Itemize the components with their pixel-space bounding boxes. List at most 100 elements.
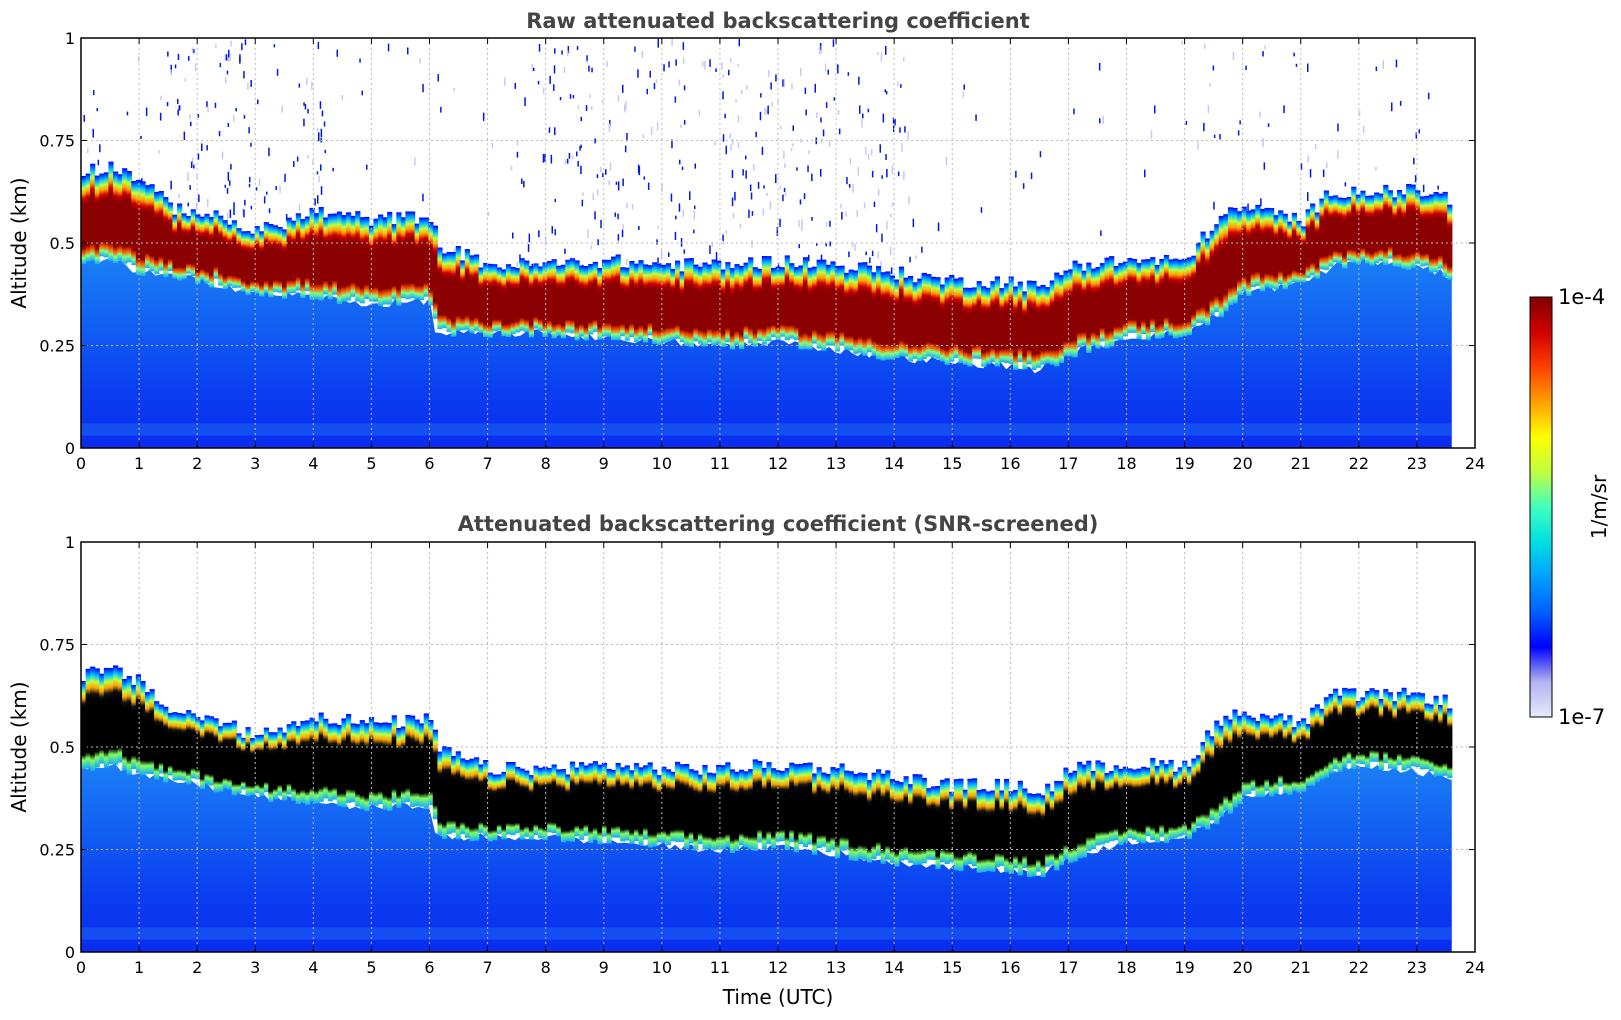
noise-speck [1418, 129, 1420, 134]
noise-speck [811, 217, 813, 221]
cloud-column [1419, 196, 1425, 267]
noise-speck [531, 263, 533, 268]
cloud-column [1305, 209, 1311, 278]
cloud-column [958, 778, 964, 871]
x-tick-label: 11 [710, 454, 730, 473]
cloud-column [1387, 692, 1393, 769]
noise-speck [827, 69, 829, 75]
cloud-column [304, 216, 311, 291]
cloud-column [903, 776, 909, 860]
cloud-column [483, 262, 489, 338]
cloud-column [889, 779, 895, 864]
cloud-column [601, 762, 608, 837]
cloud-column [1068, 269, 1074, 357]
noise-speck [617, 95, 620, 102]
noise-speck [624, 145, 627, 153]
cloud-column [1383, 184, 1389, 265]
cloud-column [432, 729, 438, 820]
cloud-column [1447, 708, 1453, 778]
cloud-column [346, 212, 352, 301]
noise-speck [657, 257, 659, 263]
noise-speck [783, 150, 785, 159]
noise-speck [746, 85, 748, 90]
noise-speck [1283, 105, 1285, 114]
cloud-column [350, 215, 356, 297]
cloud-column [1004, 778, 1010, 873]
noise-speck [837, 64, 839, 74]
noise-speck [848, 251, 850, 258]
noise-speck [711, 242, 714, 247]
x-tick-label: 6 [424, 958, 434, 977]
noise-speck [1015, 170, 1017, 178]
x-tick-label: 6 [424, 454, 434, 473]
cloud-column [410, 715, 416, 807]
cloud-column [505, 264, 512, 337]
cloud-column [309, 717, 315, 802]
cloud-column [1269, 718, 1275, 797]
noise-speck [566, 50, 569, 57]
cloud-column [1392, 197, 1398, 267]
cloud-column [1122, 766, 1128, 843]
noise-speck [233, 209, 235, 215]
noise-speck [177, 109, 179, 116]
noise-speck [622, 84, 624, 93]
noise-speck [782, 79, 784, 87]
noise-speck [1309, 169, 1312, 178]
noise-speck [714, 141, 716, 146]
cloud-column [1077, 263, 1083, 348]
cloud-column [1195, 242, 1202, 323]
noise-speck [729, 58, 732, 63]
noise-speck [258, 178, 261, 187]
noise-speck [533, 67, 535, 72]
cloud-column [227, 224, 233, 286]
cloud-column [1282, 213, 1288, 290]
cloud-column [830, 261, 836, 346]
noise-speck [891, 165, 894, 174]
cloud-column [1383, 689, 1389, 763]
noise-speck [1209, 83, 1211, 87]
panel-raw-grid [81, 38, 1475, 448]
cloud-column [707, 772, 713, 849]
cloud-column [1241, 711, 1247, 795]
cloud-column [1424, 703, 1430, 770]
cloud-column [154, 701, 160, 780]
y-tick-label: 0 [65, 943, 75, 962]
noise-speck [332, 167, 334, 172]
noise-speck [643, 176, 645, 180]
cloud-column [1008, 791, 1014, 874]
cloud-column [140, 181, 146, 276]
noise-speck [453, 87, 455, 92]
cloud-column [1022, 788, 1028, 869]
cloud-column [1433, 192, 1439, 273]
cloud-column [793, 764, 799, 853]
x-tick-label: 13 [826, 958, 846, 977]
cloud-column [1168, 759, 1174, 840]
cloud-column [355, 724, 361, 807]
cloud-column [962, 789, 969, 866]
noise-speck [160, 95, 162, 101]
cloud-column [1406, 695, 1412, 769]
noise-speck [731, 169, 734, 178]
cloud-column [908, 276, 914, 362]
x-tick-label: 21 [1291, 958, 1311, 977]
noise-speck [243, 209, 245, 218]
noise-speck [550, 154, 553, 164]
cloud-column [652, 769, 658, 847]
cloud-column [519, 768, 525, 840]
panel-screened: 0 1 2 3 4 5 6 7 8 9 10 11 12 13 14 15 16 17 18 19 20 21 22 23 24… [7, 512, 1485, 1009]
cloud-column [547, 767, 553, 833]
noise-speck [249, 176, 251, 183]
noise-speck [886, 169, 888, 178]
cloud-column [478, 764, 484, 833]
noise-speck [482, 112, 485, 121]
noise-speck [170, 69, 172, 76]
cloud-column [373, 722, 379, 806]
cloud-column [519, 258, 525, 331]
cloud-column [697, 774, 703, 844]
noise-speck [512, 232, 514, 239]
cloud-column [597, 764, 603, 845]
cloud-column [953, 278, 959, 358]
noise-speck [206, 101, 208, 107]
x-tick-label: 15 [942, 958, 962, 977]
noise-speck [735, 98, 737, 103]
